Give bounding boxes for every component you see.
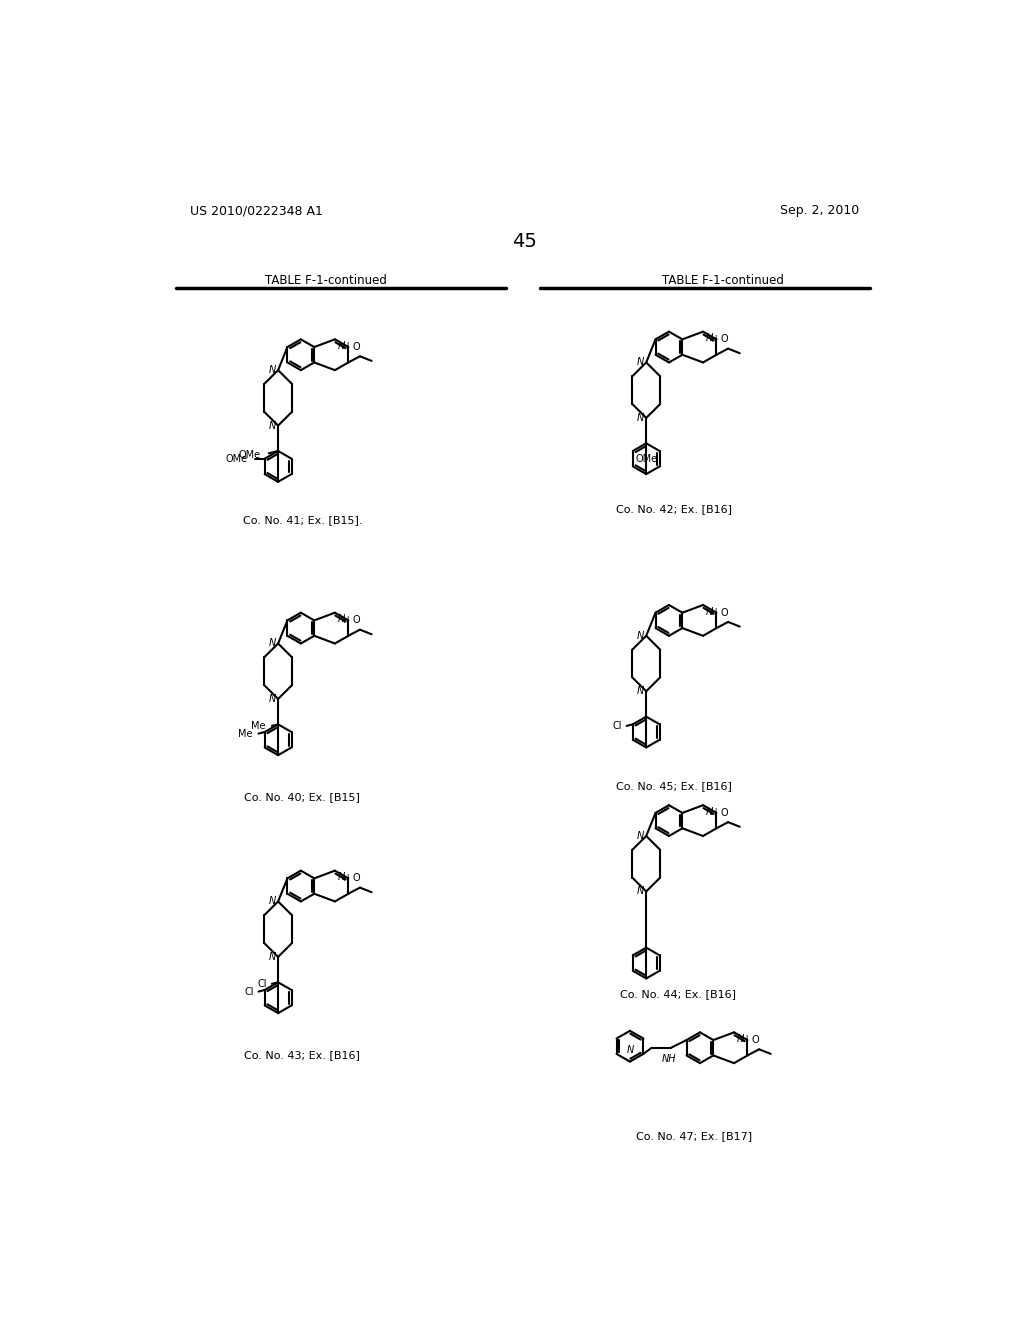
Text: N: N	[627, 1045, 634, 1056]
Text: O: O	[720, 808, 728, 818]
Text: TABLE F-1-continued: TABLE F-1-continued	[663, 273, 784, 286]
Text: Cl: Cl	[245, 986, 254, 997]
Text: N: N	[636, 631, 644, 640]
Text: N: N	[706, 607, 713, 616]
Text: N: N	[636, 887, 644, 896]
Text: Co. No. 45; Ex. [B16]: Co. No. 45; Ex. [B16]	[616, 781, 732, 791]
Text: O: O	[720, 607, 728, 618]
Text: N: N	[268, 421, 275, 430]
Text: N: N	[268, 952, 275, 962]
Text: 45: 45	[512, 232, 538, 251]
Text: H: H	[710, 808, 717, 817]
Text: N: N	[337, 341, 344, 351]
Text: TABLE F-1-continued: TABLE F-1-continued	[265, 273, 387, 286]
Text: O: O	[720, 334, 728, 345]
Text: H: H	[342, 342, 348, 351]
Text: OMe: OMe	[635, 454, 657, 465]
Text: N: N	[706, 333, 713, 343]
Text: N: N	[337, 614, 344, 624]
Text: N: N	[636, 413, 644, 422]
Text: N: N	[268, 639, 275, 648]
Text: Co. No. 47; Ex. [B17]: Co. No. 47; Ex. [B17]	[636, 1131, 752, 1142]
Text: N: N	[636, 832, 644, 841]
Text: Me: Me	[238, 729, 252, 739]
Text: H: H	[710, 335, 717, 343]
Text: NH: NH	[663, 1053, 677, 1064]
Text: N: N	[337, 873, 344, 882]
Text: N: N	[636, 358, 644, 367]
Text: N: N	[268, 896, 275, 907]
Text: Cl: Cl	[612, 721, 622, 731]
Text: N: N	[268, 694, 275, 704]
Text: Co. No. 43; Ex. [B16]: Co. No. 43; Ex. [B16]	[245, 1051, 360, 1060]
Text: Co. No. 40; Ex. [B15]: Co. No. 40; Ex. [B15]	[245, 792, 360, 803]
Text: Me: Me	[251, 721, 265, 731]
Text: O: O	[752, 1035, 759, 1045]
Text: O: O	[352, 342, 359, 352]
Text: OMe: OMe	[239, 450, 261, 459]
Text: US 2010/0222348 A1: US 2010/0222348 A1	[190, 205, 323, 218]
Text: N: N	[636, 686, 644, 696]
Text: H: H	[342, 874, 348, 883]
Text: Cl: Cl	[258, 979, 267, 989]
Text: O: O	[352, 615, 359, 626]
Text: N: N	[268, 366, 275, 375]
Text: O: O	[352, 874, 359, 883]
Text: H: H	[710, 609, 717, 616]
Text: H: H	[741, 1035, 748, 1044]
Text: N: N	[706, 807, 713, 817]
Text: Sep. 2, 2010: Sep. 2, 2010	[780, 205, 859, 218]
Text: Co. No. 42; Ex. [B16]: Co. No. 42; Ex. [B16]	[616, 504, 732, 513]
Text: OMe: OMe	[225, 454, 248, 463]
Text: Co. No. 44; Ex. [B16]: Co. No. 44; Ex. [B16]	[621, 989, 736, 999]
Text: Co. No. 41; Ex. [B15].: Co. No. 41; Ex. [B15].	[243, 515, 362, 525]
Text: H: H	[342, 615, 348, 624]
Text: N: N	[736, 1034, 743, 1044]
